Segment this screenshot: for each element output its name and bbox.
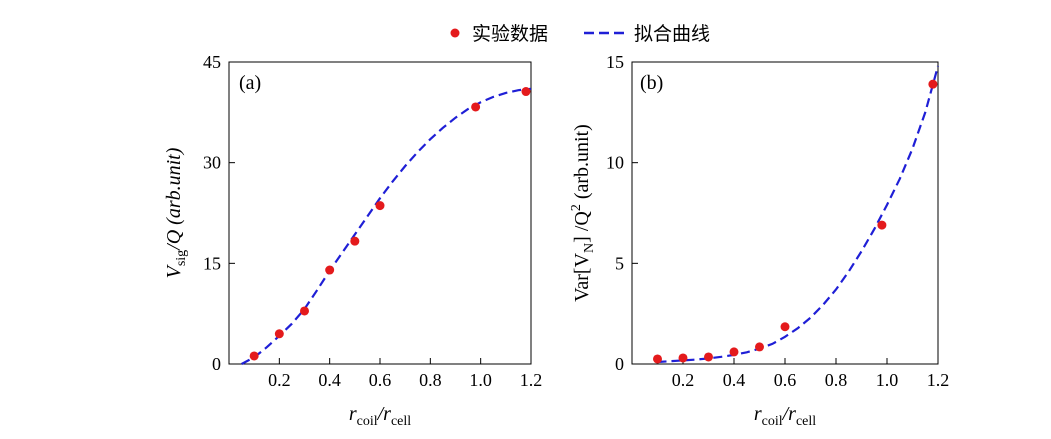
panel-b-xtick-label: 0.4 bbox=[723, 370, 746, 390]
panel-b-xtick-label: 0.8 bbox=[825, 370, 848, 390]
panel-b-xtick-label: 1.0 bbox=[876, 370, 899, 390]
panel-b: (b) 0.2 0.4 0.6 0.8 1.0 1.2 0 5 10 15 rcoil/rcell… bbox=[569, 52, 949, 429]
panel-b-data-point bbox=[877, 220, 887, 230]
panel-b-fit bbox=[657, 65, 940, 364]
panel-a-data-point bbox=[375, 201, 385, 211]
legend-points-label: 实验数据 bbox=[472, 23, 548, 45]
panel-a-xtick-label: 0.4 bbox=[318, 370, 341, 390]
panel-b-data-point bbox=[928, 79, 938, 89]
panel-a-data-point bbox=[471, 102, 481, 112]
panel-b-ytick-label: 10 bbox=[606, 153, 624, 173]
panel-a-xlabel: rcoil/rcell bbox=[349, 403, 411, 429]
panel-a-xtick-label: 0.2 bbox=[268, 370, 291, 390]
panel-b-xlabel: rcoil/rcell bbox=[754, 403, 816, 429]
panel-b-data-point bbox=[678, 353, 688, 363]
legend-point-marker bbox=[450, 28, 460, 38]
panel-b-data-point bbox=[653, 354, 662, 364]
panel-a-xtick-label: 0.8 bbox=[419, 370, 442, 390]
panel-b-ytick-label: 15 bbox=[606, 52, 624, 72]
panel-a-ticks: 0.2 0.4 0.6 0.8 1.0 1.2 0 15 30 45 bbox=[203, 52, 542, 390]
panel-b-data-point bbox=[729, 347, 739, 357]
panel-b-ytick-label: 0 bbox=[615, 354, 624, 374]
panel-a-data-point bbox=[274, 329, 284, 339]
panel-a-label: (a) bbox=[239, 72, 261, 94]
panel-a: (a) 0.2 0.4 0.6 0.8 1.0 1.2 0 15 30 45 rcoil/rcel… bbox=[163, 52, 542, 429]
panel-b-xtick-label: 1.2 bbox=[927, 370, 950, 390]
panel-a-xtick-label: 1.2 bbox=[520, 370, 543, 390]
panel-a-ytick-label: 15 bbox=[203, 253, 221, 273]
legend: 实验数据 拟合曲线 bbox=[450, 23, 710, 45]
panel-a-data-point bbox=[249, 351, 259, 361]
panel-b-xtick-label: 0.2 bbox=[672, 370, 695, 390]
panel-b-ticks: 0.2 0.4 0.6 0.8 1.0 1.2 0 5 10 15 bbox=[606, 52, 949, 390]
panel-a-data-point bbox=[521, 87, 531, 97]
panel-a-ylabel: Vsig/Q (arb.unit) bbox=[163, 147, 189, 278]
panel-b-fit-curve bbox=[657, 65, 940, 364]
legend-fit-label: 拟合曲线 bbox=[634, 23, 710, 45]
panel-a-fit bbox=[241, 87, 532, 365]
panel-a-ytick-label: 30 bbox=[203, 153, 221, 173]
panel-a-xtick-label: 0.6 bbox=[369, 370, 392, 390]
panel-a-data-point bbox=[325, 265, 335, 275]
panel-a-frame bbox=[228, 61, 532, 365]
panel-a-xtick-label: 1.0 bbox=[469, 370, 492, 390]
panel-a-data-point bbox=[350, 236, 360, 246]
panel-b-frame bbox=[631, 61, 939, 365]
panel-b-xtick-label: 0.6 bbox=[774, 370, 797, 390]
panel-b-ytick-label: 5 bbox=[615, 253, 624, 273]
panel-a-fit-curve bbox=[241, 87, 532, 365]
panel-b-data-point bbox=[755, 342, 764, 352]
panel-a-ytick-label: 45 bbox=[203, 52, 221, 72]
panel-b-label: (b) bbox=[640, 72, 663, 94]
panel-a-data-point bbox=[300, 306, 309, 316]
panel-a-points bbox=[249, 87, 531, 361]
panel-b-data-point bbox=[780, 322, 790, 332]
panel-a-ytick-label: 0 bbox=[212, 354, 221, 374]
panel-b-points bbox=[653, 79, 938, 364]
panel-b-data-point bbox=[704, 352, 713, 362]
panel-b-ylabel: Var[VN] /Q2 (arb.unit) bbox=[569, 124, 597, 302]
